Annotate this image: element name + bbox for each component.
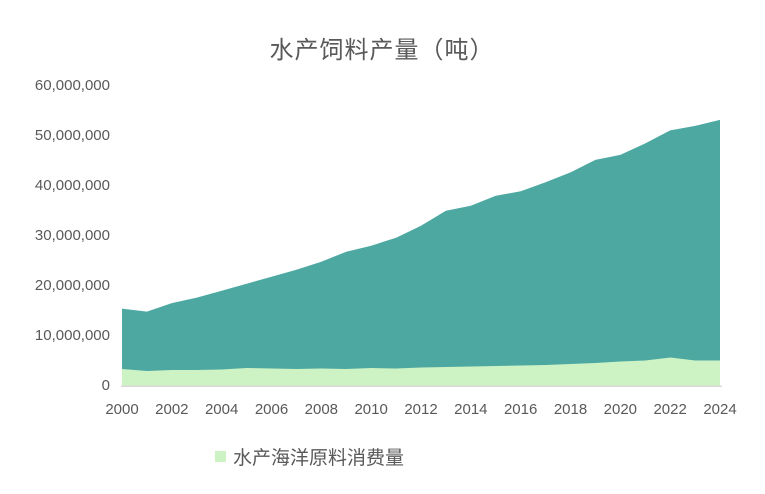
y-axis-labels: 60,000,000 50,000,000 40,000,000 30,000,000… xyxy=(0,0,110,494)
y-axis-tick-label: 60,000,000 xyxy=(34,77,110,94)
legend-swatch-icon xyxy=(215,451,226,462)
legend: 水产海洋原料消费量 xyxy=(215,443,404,470)
legend-label: 水产海洋原料消费量 xyxy=(233,448,405,469)
marine-ingredients-area xyxy=(122,357,720,386)
y-axis-tick-label: 0 xyxy=(101,376,110,394)
y-axis-tick-label: 50,000,000 xyxy=(34,126,110,144)
production-area xyxy=(122,119,720,386)
y-axis-tick-label: 20,000,000 xyxy=(34,276,110,294)
y-axis-tick-label: 40,000,000 xyxy=(34,176,110,194)
chart-title: 水产饲料产量（吨） xyxy=(269,37,495,64)
y-axis-tick-label: 30,000,000 xyxy=(34,226,110,244)
y-axis-tick-label: 10,000,000 xyxy=(34,326,110,344)
